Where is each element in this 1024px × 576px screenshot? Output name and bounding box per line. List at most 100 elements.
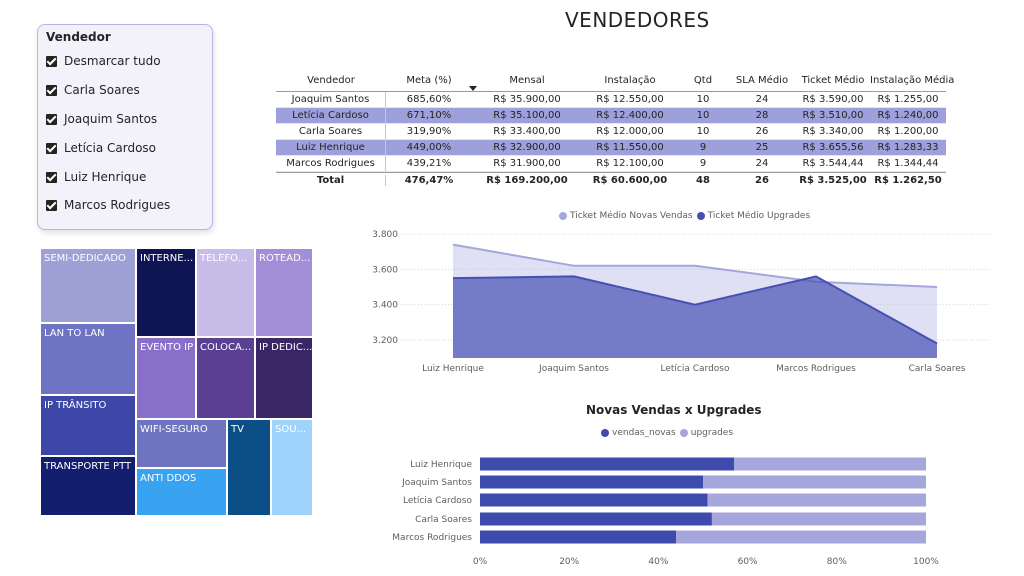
bar-chart-legend: vendas_novas upgrades <box>601 428 733 438</box>
table-cell: R$ 3.544,44 <box>796 156 870 172</box>
treemap-tile-label: ROTEAD... <box>259 253 311 264</box>
table-cell: R$ 11.550,00 <box>582 140 678 156</box>
table-cell: Marcos Rodrigues <box>276 156 386 172</box>
bar-vendas-novas <box>480 530 677 544</box>
column-header[interactable]: Meta (%) <box>406 75 452 86</box>
treemap-tile[interactable]: TRANSPORTE PTT <box>40 456 136 516</box>
treemap-tile-label: IP TRÂNSITO <box>44 400 107 411</box>
slicer-item-luiz-henrique[interactable]: Luiz Henrique <box>46 167 146 187</box>
table-cell: 9 <box>678 140 728 156</box>
checkbox-icon[interactable] <box>46 113 57 125</box>
vendedores-table: Vendedor Meta (%) Mensal Instalação Qtd … <box>276 70 955 188</box>
slicer-item-joaquim-santos[interactable]: Joaquim Santos <box>46 109 157 129</box>
slicer-item-label: Luiz Henrique <box>64 170 147 184</box>
treemap-tile[interactable]: ANTI DDOS <box>136 468 227 516</box>
table-row[interactable]: Carla Soares 319,90% R$ 33.400,00 R$ 12.000… <box>276 124 946 140</box>
column-header[interactable]: Qtd <box>693 75 713 86</box>
y-tick-label: 3.600 <box>372 265 398 275</box>
bar-upgrades <box>711 512 926 526</box>
treemap-tile-label: COLOCA... <box>200 342 252 353</box>
services-treemap[interactable]: SEMI-DEDICADO LAN TO LAN IP TRÂNSITO TRANSP… <box>40 248 313 516</box>
table-cell: R$ 33.400,00 <box>472 124 582 140</box>
slicer-item-marcos-rodrigues[interactable]: Marcos Rodrigues <box>46 195 170 215</box>
table-cell: 319,90% <box>386 124 472 140</box>
treemap-tile[interactable]: TV <box>227 419 271 516</box>
table-cell: 449,00% <box>386 140 472 156</box>
sort-descending-icon[interactable] <box>469 86 477 91</box>
table-cell: 685,60% <box>386 92 472 108</box>
legend-swatch <box>559 212 567 220</box>
column-header[interactable]: Instalação Média <box>870 75 955 86</box>
treemap-tile-label: TELEFO... <box>200 253 248 264</box>
checkbox-icon[interactable] <box>46 171 57 183</box>
column-header[interactable]: Instalação <box>604 75 656 86</box>
treemap-tile[interactable]: IP DEDIC... <box>255 337 313 419</box>
x-tick-label: 20% <box>559 557 579 567</box>
y-category-label: Carla Soares <box>415 515 472 525</box>
checkbox-icon[interactable] <box>46 142 57 154</box>
treemap-tile[interactable]: IP TRÂNSITO <box>40 395 136 456</box>
slicer-item-label: Carla Soares <box>64 83 140 97</box>
slicer-item-label: Marcos Rodrigues <box>64 198 171 212</box>
table-cell: R$ 1.262,50 <box>874 175 942 186</box>
treemap-tile[interactable]: ROTEAD... <box>255 248 313 337</box>
table-cell: Letícia Cardoso <box>276 108 386 124</box>
table-cell: Total <box>276 175 386 186</box>
bar-vendas-novas <box>480 512 712 526</box>
table-row[interactable]: Luiz Henrique 449,00% R$ 32.900,00 R$ 11.55… <box>276 140 946 156</box>
vendedor-slicer[interactable]: Vendedor Desmarcar tudo Carla Soares Joa… <box>37 24 213 230</box>
treemap-tile-label: ANTI DDOS <box>140 473 197 484</box>
table-cell: R$ 1.255,00 <box>870 92 946 108</box>
checkbox-icon[interactable] <box>46 55 57 67</box>
bar-upgrades <box>703 475 926 489</box>
table-cell: R$ 3.525,00 <box>799 175 867 186</box>
bar-vendas-novas <box>480 475 703 489</box>
table-cell: R$ 35.100,00 <box>472 108 582 124</box>
treemap-tile[interactable]: EVENTO IP <box>136 337 196 419</box>
x-tick-label: 0% <box>473 557 488 567</box>
treemap-tile[interactable]: INTERNE... <box>136 248 196 337</box>
slicer-item-carla-soares[interactable]: Carla Soares <box>46 80 140 100</box>
y-category-label: Luiz Henrique <box>410 460 472 470</box>
treemap-tile[interactable]: WIFI-SEGURO <box>136 419 227 468</box>
table-row[interactable]: Letícia Cardoso 671,10% R$ 35.100,00 R$ 12.… <box>276 108 946 124</box>
x-tick-label: 100% <box>913 557 939 567</box>
column-header[interactable]: Ticket Médio <box>801 75 865 86</box>
x-tick-label: Marcos Rodrigues <box>776 364 856 374</box>
treemap-tile-label: TV <box>231 424 244 435</box>
bar-upgrades <box>707 493 926 507</box>
table-row[interactable]: Marcos Rodrigues 439,21% R$ 31.900,00 R$ 12… <box>276 156 946 172</box>
table-cell: 25 <box>728 140 796 156</box>
column-header[interactable]: SLA Médio <box>735 75 789 86</box>
treemap-tile-label: TRANSPORTE PTT <box>44 461 132 472</box>
treemap-tile[interactable]: COLOCA... <box>196 337 255 419</box>
legend-label: upgrades <box>690 428 734 438</box>
x-tick-label: Joaquim Santos <box>538 364 609 374</box>
slicer-item-leticia-cardoso[interactable]: Letícia Cardoso <box>46 138 156 158</box>
x-tick-label: 80% <box>827 557 847 567</box>
treemap-tile[interactable]: TELEFO... <box>196 248 255 337</box>
treemap-tile[interactable]: LAN TO LAN <box>40 323 136 395</box>
slicer-item-desmarcar-tudo[interactable]: Desmarcar tudo <box>46 51 161 71</box>
y-tick-label: 3.400 <box>372 301 398 311</box>
checkbox-icon[interactable] <box>46 84 57 96</box>
treemap-tile[interactable]: SEMI-DEDICADO <box>40 248 136 323</box>
treemap-tile[interactable]: SOU... <box>271 419 313 516</box>
table-cell: 26 <box>728 124 796 140</box>
table-cell: R$ 3.655,56 <box>796 140 870 156</box>
x-tick-label: Letícia Cardoso <box>660 364 729 374</box>
slicer-item-label: Desmarcar tudo <box>64 54 161 68</box>
table-cell: R$ 31.900,00 <box>472 156 582 172</box>
bar-chart-title: Novas Vendas x Upgrades <box>586 403 762 417</box>
table-cell: R$ 1.344,44 <box>870 156 946 172</box>
table-total-row: Total 476,47% R$ 169.200,00 R$ 60.600,00… <box>276 172 946 188</box>
legend-swatch <box>696 212 705 220</box>
table-cell: 671,10% <box>386 108 472 124</box>
checkbox-icon[interactable] <box>46 199 57 211</box>
column-header[interactable]: Mensal <box>509 75 545 86</box>
column-header[interactable]: Vendedor <box>307 75 355 86</box>
table-row[interactable]: Joaquim Santos 685,60% R$ 35.900,00 R$ 12.5… <box>276 92 946 108</box>
series-line-ticket-médio-novas-vendas <box>452 243 938 288</box>
y-tick-label: 3.800 <box>372 230 398 240</box>
